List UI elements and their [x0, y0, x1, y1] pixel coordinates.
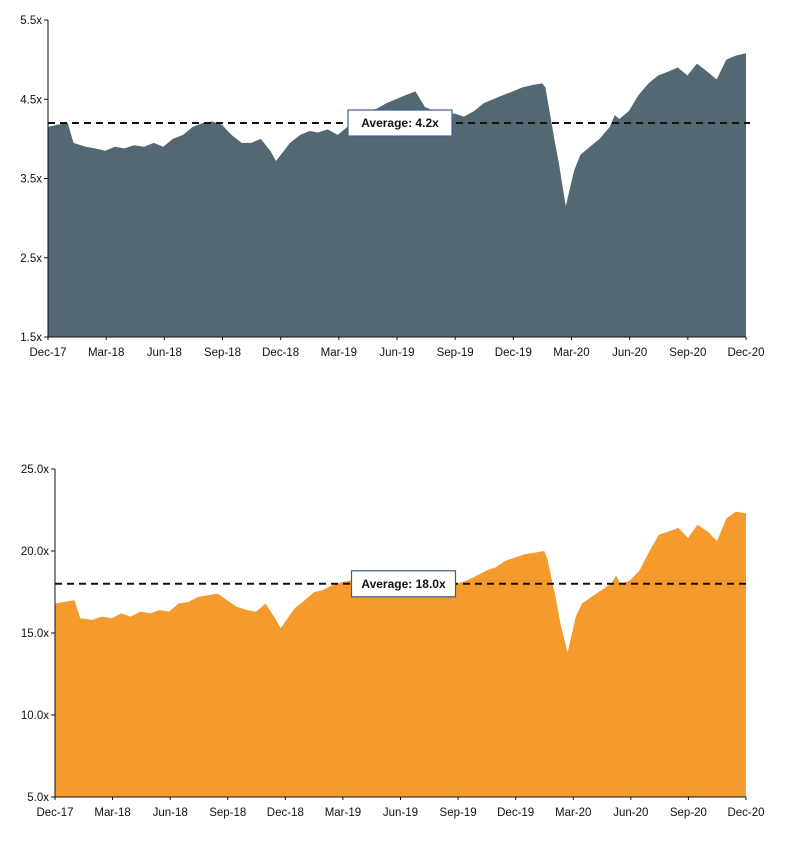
y-tick-label: 5.5x: [20, 15, 42, 27]
y-tick-label: 15.0x: [21, 628, 49, 640]
x-tick-label: Dec-18: [267, 807, 304, 819]
x-tick-label: Dec-20: [727, 807, 764, 819]
area-series: [48, 53, 746, 337]
x-tick-label: Mar-20: [555, 807, 591, 819]
x-tick-label: Dec-20: [727, 347, 764, 359]
x-tick-label: Jun-18: [147, 347, 182, 359]
average-label-box: [347, 109, 453, 137]
x-tick-label: Sep-19: [437, 347, 474, 359]
y-tick-label: 10.0x: [21, 710, 49, 722]
y-tick-label: 2.5x: [20, 253, 42, 265]
x-tick-label: Jun-20: [612, 347, 647, 359]
y-tick-label: 25.0x: [21, 464, 49, 476]
x-tick-label: Jun-18: [153, 807, 188, 819]
y-tick-label: 4.5x: [20, 94, 42, 106]
average-label: Average: 18.0x: [361, 577, 446, 591]
chart-2: 5.0x 10.0x 15.0x 20.0x 25.0x Dec-17 Mar-18 Jun-…: [21, 464, 765, 819]
x-tick-label: Sep-19: [440, 807, 477, 819]
x-tick-label: Dec-17: [29, 347, 66, 359]
chart-1: 1.5x 2.5x 3.5x 4.5x 5.5x Dec-17 Mar-18 Jun-18 Se…: [20, 15, 764, 359]
x-tick-label: Jun-19: [379, 347, 414, 359]
average-label-box: [350, 570, 457, 598]
x-tick-label: Dec-19: [495, 347, 532, 359]
x-tick-label: Dec-17: [36, 807, 73, 819]
x-tick-label: Dec-19: [497, 807, 534, 819]
x-tick-label: Mar-18: [94, 807, 130, 819]
x-tick-label: Sep-18: [204, 347, 241, 359]
y-tick-label: 3.5x: [20, 174, 42, 186]
y-tick-label: 5.0x: [27, 792, 49, 804]
x-tick-label: Mar-20: [553, 347, 589, 359]
x-tick-label: Mar-18: [88, 347, 124, 359]
x-tick-label: Jun-19: [383, 807, 418, 819]
x-tick-label: Jun-20: [613, 807, 648, 819]
y-tick-label: 20.0x: [21, 546, 49, 558]
x-tick-label: Mar-19: [321, 347, 357, 359]
average-label: Average: 4.2x: [361, 116, 439, 130]
x-tick-label: Sep-20: [669, 347, 706, 359]
x-tick-label: Mar-19: [325, 807, 361, 819]
x-tick-label: Sep-18: [209, 807, 246, 819]
x-tick-label: Sep-20: [670, 807, 707, 819]
x-tick-label: Dec-18: [262, 347, 299, 359]
area-series: [55, 511, 746, 797]
y-tick-label: 1.5x: [20, 332, 42, 344]
